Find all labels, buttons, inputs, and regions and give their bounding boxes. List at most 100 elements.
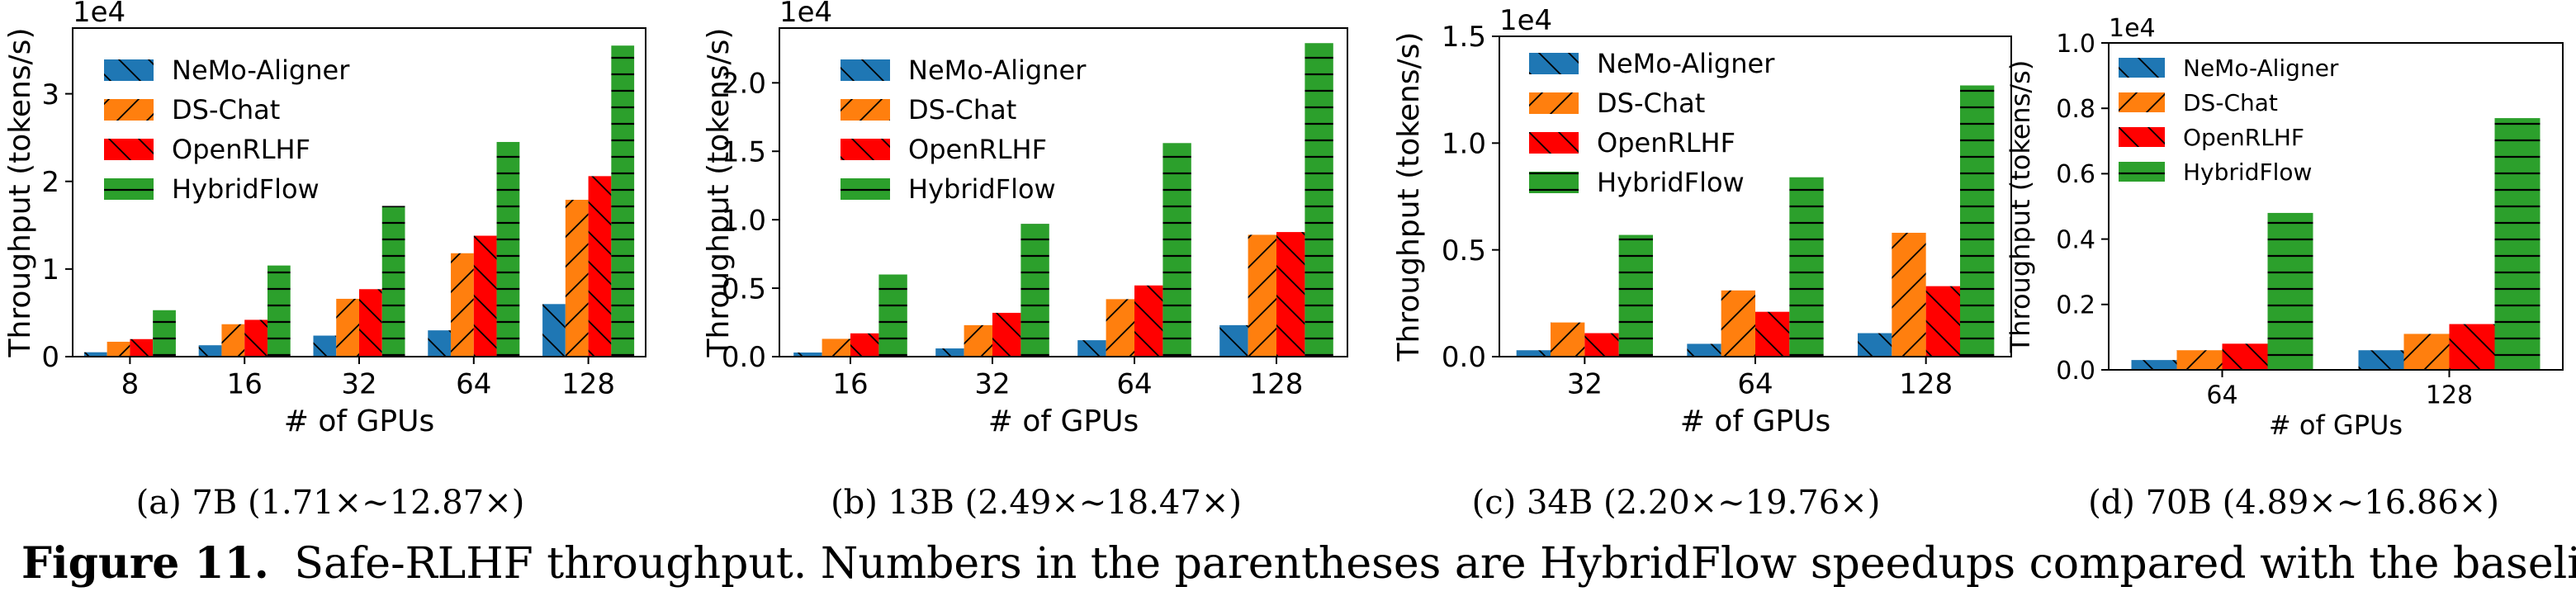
bar-openrlhf-32	[1584, 333, 1619, 357]
bar-ds-chat-8	[107, 341, 130, 357]
bar-ds-chat-16	[822, 338, 850, 357]
bar-openrlhf-32	[359, 289, 382, 357]
legend-label-nemo-aligner: NeMo-Aligner	[908, 54, 1087, 86]
bar-ds-chat-128	[2403, 334, 2450, 370]
bar-ds-chat-64	[451, 253, 474, 357]
legend-swatch-hybridflow	[1529, 172, 1579, 193]
bar-openrlhf-32	[992, 312, 1021, 357]
y-tick-label-d: 0.6	[2056, 160, 2095, 189]
legend-label-hybridflow: HybridFlow	[1597, 167, 1745, 198]
legend-label-nemo-aligner: NeMo-Aligner	[172, 54, 350, 86]
bar-nemo-aligner-32	[1516, 350, 1551, 357]
bar-nemo-aligner-16	[198, 345, 222, 357]
legend-label-ds-chat: DS-Chat	[1597, 88, 1705, 119]
y-tick-label-d: 0.2	[2056, 291, 2095, 320]
bar-nemo-aligner-64	[2131, 360, 2177, 370]
bar-hybridflow-128	[611, 45, 635, 357]
x-tick-label-a: 64	[456, 368, 491, 401]
legend-swatch-nemo-aligner	[104, 59, 154, 81]
bar-openrlhf-64	[2222, 343, 2268, 370]
bar-openrlhf-8	[130, 338, 154, 357]
figure-caption-line: Figure 11. Safe-RLHF throughput. Numbers…	[21, 538, 2576, 589]
x-axis-title-a: # of GPUs	[284, 405, 434, 438]
bar-nemo-aligner-32	[935, 348, 964, 357]
y-tick-label-c: 0.5	[1442, 234, 1486, 267]
bar-openrlhf-64	[473, 235, 497, 357]
bar-hybridflow-64	[1789, 177, 1824, 357]
legend-label-hybridflow: HybridFlow	[908, 173, 1056, 205]
legend-swatch-ds-chat	[104, 99, 154, 121]
bar-nemo-aligner-128	[2358, 350, 2404, 370]
bar-openrlhf-128	[1276, 232, 1305, 357]
legend-label-ds-chat: DS-Chat	[2183, 89, 2278, 116]
bar-nemo-aligner-16	[793, 353, 822, 357]
bar-nemo-aligner-64	[1687, 343, 1721, 357]
legend-swatch-ds-chat	[841, 99, 890, 121]
chart-panel-b: 0.0 0.5 1.0 1.5 2.0 16 32 64 128 1e4 # of GPUs Thro…	[702, 0, 1348, 438]
bar-hybridflow-128	[1960, 85, 1995, 357]
bar-openrlhf-16	[244, 319, 268, 357]
x-tick-label-a: 16	[227, 368, 263, 401]
plot-frame-b	[779, 27, 1348, 357]
bar-ds-chat-128	[1892, 232, 1926, 357]
legend-swatch-openrlhf	[2119, 127, 2165, 147]
legend-label-nemo-aligner: NeMo-Aligner	[2183, 54, 2339, 82]
legend-label-hybridflow: HybridFlow	[172, 173, 320, 205]
bar-nemo-aligner-128	[1219, 324, 1248, 357]
scale-label-c: 1e4	[1499, 4, 1552, 37]
chart-panel-d: 0.0 0.2 0.4 0.6 0.8 1.0 64 128 1e4 # of GPUs Throu…	[2005, 14, 2564, 441]
y-axis-title-d: Throughput (tokens/s)	[2005, 60, 2036, 354]
x-tick-label-c: 128	[1899, 368, 1953, 401]
scale-label-b: 1e4	[779, 0, 832, 29]
bar-openrlhf-64	[1755, 311, 1790, 357]
subcaption-a: (a) 7B (1.71×∼12.87×)	[136, 484, 525, 522]
legend-swatch-nemo-aligner	[2119, 58, 2165, 78]
legend-label-ds-chat: DS-Chat	[908, 94, 1016, 125]
bar-nemo-aligner-64	[1077, 340, 1106, 357]
legend-swatch-hybridflow	[104, 178, 154, 200]
bar-nemo-aligner-32	[313, 335, 337, 357]
legend-label-hybridflow: HybridFlow	[2183, 159, 2312, 186]
x-axis-title-d: # of GPUs	[2269, 409, 2403, 441]
legend-swatch-openrlhf	[841, 139, 890, 160]
y-axis-title-c: Throughput (tokens/s)	[1392, 32, 1426, 362]
bar-hybridflow-128	[1305, 43, 1333, 357]
legend-label-openrlhf: OpenRLHF	[172, 134, 310, 165]
bar-hybridflow-32	[1618, 234, 1653, 357]
x-tick-label-d: 64	[2206, 381, 2237, 410]
x-tick-label-c: 32	[1567, 368, 1603, 401]
x-tick-label-d: 128	[2426, 381, 2473, 410]
x-tick-label-a: 128	[561, 368, 615, 401]
legend-swatch-nemo-aligner	[1529, 53, 1579, 74]
bar-nemo-aligner-128	[1858, 333, 1892, 357]
y-axis-title-a: Throughput (tokens/s)	[3, 28, 37, 358]
subcaption-c: (c) 34B (2.20×∼19.76×)	[1472, 484, 1881, 522]
x-tick-label-b: 64	[1116, 368, 1152, 401]
legend-label-openrlhf: OpenRLHF	[908, 134, 1047, 165]
figure-caption: Safe-RLHF throughput. Numbers in the par…	[294, 539, 2576, 589]
x-axis-title-c: # of GPUs	[1680, 405, 1830, 438]
legend-label-openrlhf: OpenRLHF	[1597, 127, 1735, 159]
x-tick-label-a: 8	[121, 368, 140, 401]
legend-label-ds-chat: DS-Chat	[172, 94, 280, 125]
scale-label-a: 1e4	[73, 0, 125, 29]
bar-openrlhf-16	[850, 333, 879, 357]
y-tick-label-a: 0	[41, 341, 59, 374]
bar-ds-chat-128	[565, 200, 589, 357]
bar-openrlhf-128	[588, 176, 612, 357]
legend-swatch-ds-chat	[2119, 92, 2165, 112]
bar-hybridflow-64	[2267, 212, 2313, 370]
legend-swatch-hybridflow	[2119, 162, 2165, 182]
bar-nemo-aligner-64	[428, 330, 452, 357]
legend-swatch-nemo-aligner	[841, 59, 890, 81]
x-axis-title-b: # of GPUs	[988, 405, 1139, 438]
y-tick-label-c: 0.0	[1442, 341, 1486, 374]
y-tick-label-c: 1.0	[1442, 128, 1486, 161]
bar-hybridflow-8	[153, 310, 176, 357]
bar-ds-chat-32	[336, 298, 359, 357]
plot-frame-d	[2108, 42, 2564, 371]
y-tick-label-a: 1	[41, 253, 59, 286]
legend-swatch-hybridflow	[841, 178, 890, 200]
subcaption-b: (b) 13B (2.49×∼18.47×)	[831, 484, 1242, 522]
